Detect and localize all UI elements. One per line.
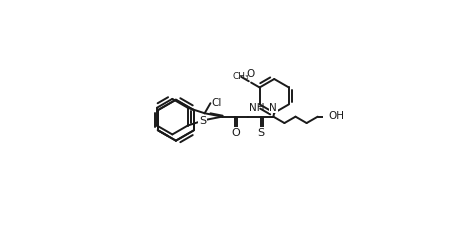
Text: N: N xyxy=(269,103,277,113)
Text: S: S xyxy=(257,128,264,138)
Text: O: O xyxy=(246,69,254,79)
Text: O: O xyxy=(230,128,239,138)
Text: CH₃: CH₃ xyxy=(232,72,248,81)
Text: Cl: Cl xyxy=(212,97,222,107)
Text: OH: OH xyxy=(328,112,344,122)
Text: NH: NH xyxy=(248,103,263,113)
Text: S: S xyxy=(199,116,206,126)
